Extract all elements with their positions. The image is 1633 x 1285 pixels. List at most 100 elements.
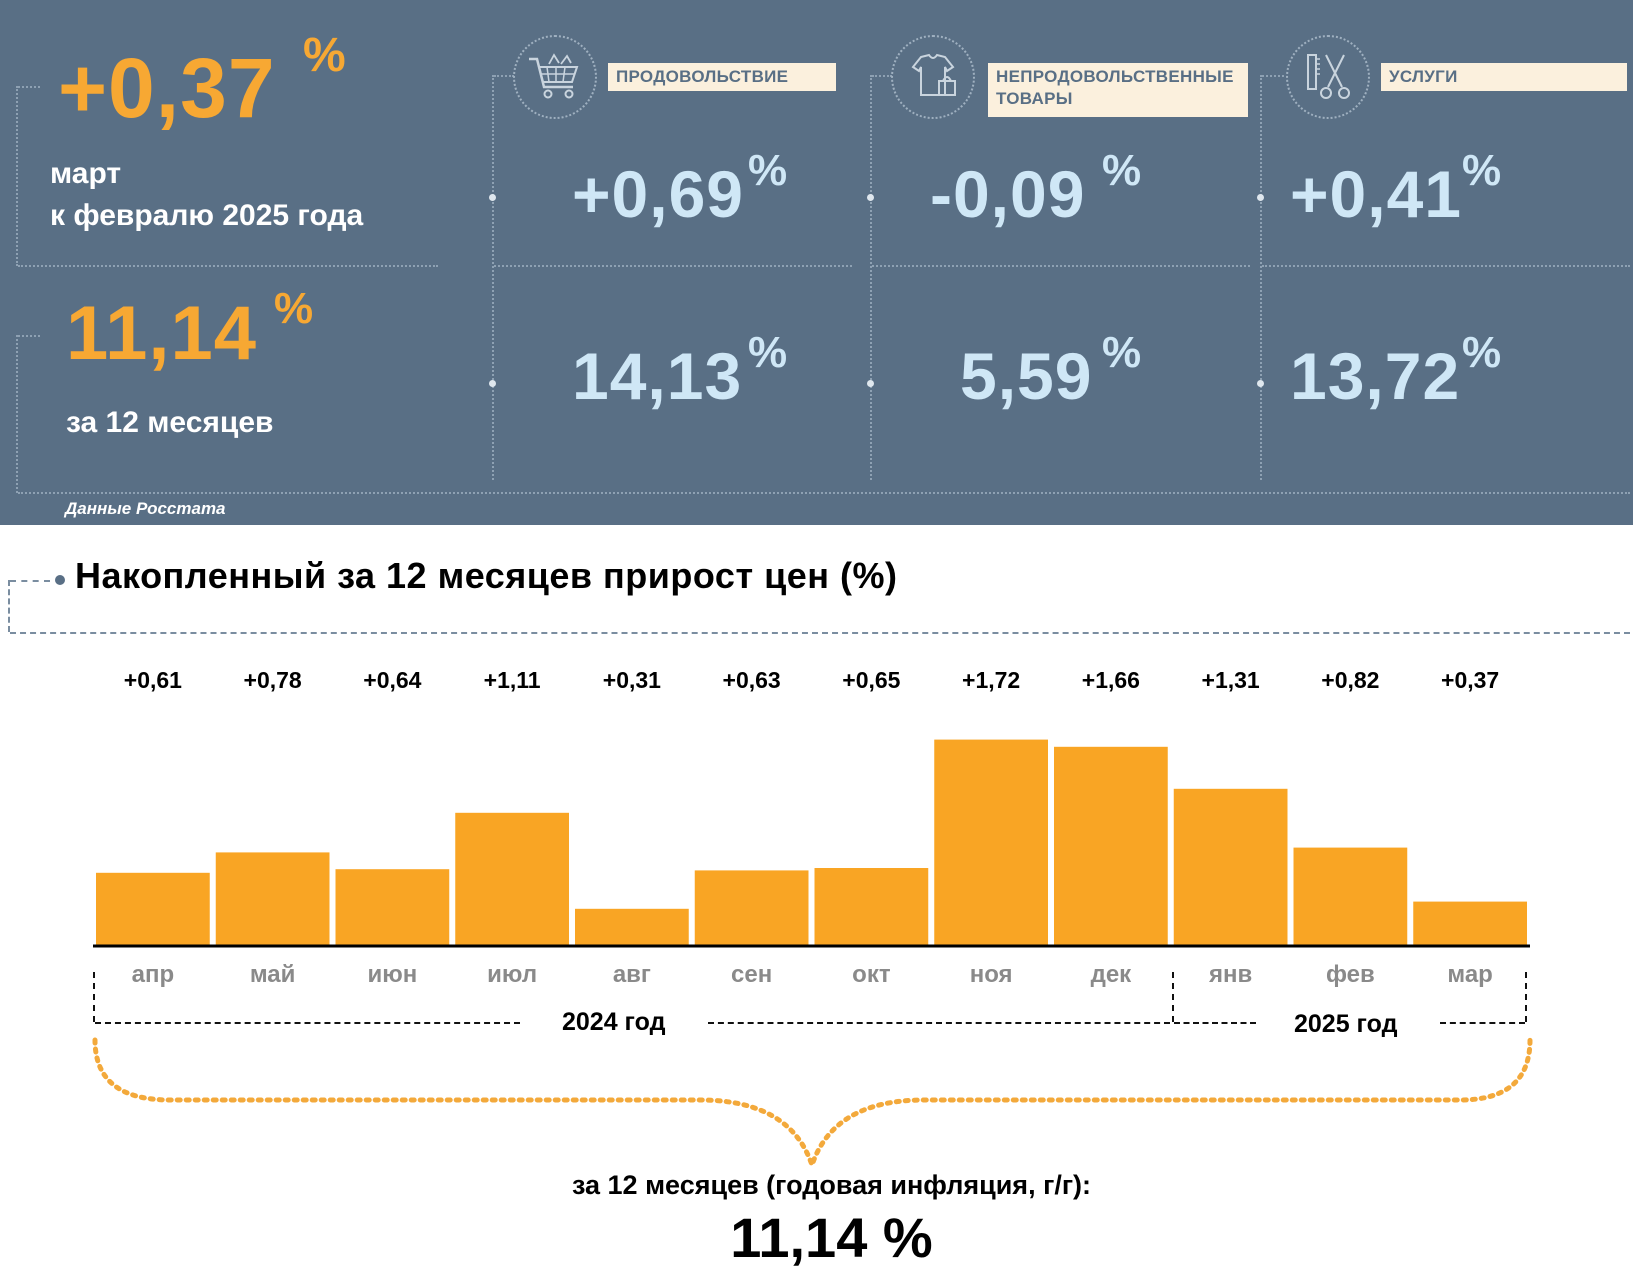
year-bracket-line [93,972,95,1022]
percent-sign: % [1102,146,1142,195]
connector-dot [489,380,496,387]
bar-value-label: +0,82 [1321,667,1379,693]
percent-sign: % [1462,146,1502,195]
category-label-nonfood: НЕПРОДОВОЛЬСТВЕННЫЕ ТОВАРЫ [988,63,1248,117]
connector-dot [1257,194,1264,201]
bar-апр [96,872,210,946]
frame-line [1262,75,1284,77]
percent-sign: % [748,146,788,195]
services-annual-value: 13,72 % [1290,328,1501,414]
year-label-2025: 2025 год [1294,1010,1398,1038]
frame-line [16,335,18,493]
percent-sign: % [1102,328,1142,377]
x-tick-label: июл [487,961,537,988]
bar-value-label: +0,63 [723,667,781,693]
bar-value-label: +0,64 [363,667,421,693]
scissors-comb-icon [1286,35,1370,119]
stat-number: +0,41 [1290,157,1462,231]
year-bracket-line [1174,1022,1256,1024]
frame-line [492,75,494,480]
stat-number: 14,13 [572,339,743,413]
stat-number: -0,09 [930,157,1086,231]
services-monthly-value: +0,41 % [1290,146,1501,232]
x-tick-label: июн [368,961,418,988]
bar-value-label: +1,72 [962,667,1020,693]
percent-sign: % [274,284,314,333]
bar-фев [1293,847,1408,946]
stat-number: 5,59 [960,339,1093,413]
x-tick-label: окт [852,961,891,988]
title-bullet [55,575,65,585]
data-source-note: Данные Росстата [65,499,226,518]
stat-number: 13,72 [1290,339,1461,413]
food-annual-value: 14,13 % [572,328,787,414]
bar-value-label: +0,31 [603,667,661,693]
monthly-caption: март к февралю 2025 года [50,153,363,237]
annual-inflation-number: 11,14 [66,291,257,376]
x-tick-label: дек [1091,961,1133,988]
bar-сен [694,870,809,946]
connector-dot [489,194,496,201]
clothing-bag-icon [891,35,975,119]
year-bracket-line [95,1022,520,1024]
title-connector-line [8,580,10,632]
annual-inflation-value: 11,14 % [66,284,313,377]
bar-value-label: +1,31 [1202,667,1260,693]
chart-title: Накопленный за 12 месяцев прирост цен (%… [75,555,898,596]
bar-ноя [934,739,1048,946]
frame-line [870,75,872,480]
bar-value-label: +0,37 [1441,667,1499,693]
x-tick-label: апр [132,961,175,988]
frame-line [18,335,40,337]
x-tick-label: авг [613,961,651,988]
frame-line [18,492,1630,494]
bar-май [215,852,330,946]
monthly-inflation-value: +0,37 % [58,29,346,137]
nonfood-annual-value: 5,59 % [960,328,1141,414]
food-monthly-value: +0,69 % [572,146,787,232]
summary-panel: +0,37 % март к февралю 2025 года 11,14 %… [0,0,1633,525]
x-tick-label: мар [1447,961,1492,988]
bar-value-label: +0,61 [124,667,182,693]
frame-line [16,86,18,266]
bar-value-label: +0,78 [244,667,302,693]
bar-value-label: +1,11 [484,667,541,693]
annual-caption: за 12 месяцев [66,406,274,439]
year-label-2024: 2024 год [562,1008,666,1036]
percent-sign: % [748,328,788,377]
frame-line [872,75,892,77]
connector-dot [867,194,874,201]
x-tick-label: янв [1208,961,1252,988]
summary-brace [92,1037,1533,1173]
x-tick-label: май [250,961,296,988]
frame-line [494,265,852,267]
category-label-text: ТОВАРЫ [996,89,1073,108]
summary-caption: за 12 месяцев (годовая инфляция, г/г): [571,1170,1092,1200]
category-label-text: УСЛУГИ [1389,67,1458,86]
bar-окт [814,868,929,946]
connector-dot [1257,380,1264,387]
x-tick-label: ноя [970,961,1013,988]
x-tick-label: сен [731,961,772,988]
bar-value-label: +0,65 [842,667,900,693]
bar-янв [1173,788,1288,946]
shopping-cart-icon [513,35,597,119]
frame-line [1260,75,1262,480]
bar-value-label: +1,66 [1082,667,1140,693]
nonfood-monthly-value: -0,09 % [930,146,1141,232]
category-label-text: ПРОДОВОЛЬСТВИЕ [616,67,789,86]
monthly-caption-line2: к февралю 2025 года [50,199,364,232]
monthly-inflation-number: +0,37 [58,41,276,135]
year-bracket-line [708,1022,1170,1024]
percent-sign: % [1462,328,1502,377]
frame-line [1262,265,1630,267]
monthly-caption-line1: март [50,157,122,190]
category-label-services: УСЛУГИ [1381,63,1627,91]
connector-dot [867,380,874,387]
bar-дек [1054,746,1168,946]
frame-line [494,75,514,77]
bar-июн [335,869,450,946]
stat-number: +0,69 [572,157,744,231]
bar-авг [575,908,689,946]
bar-июл [455,812,569,946]
